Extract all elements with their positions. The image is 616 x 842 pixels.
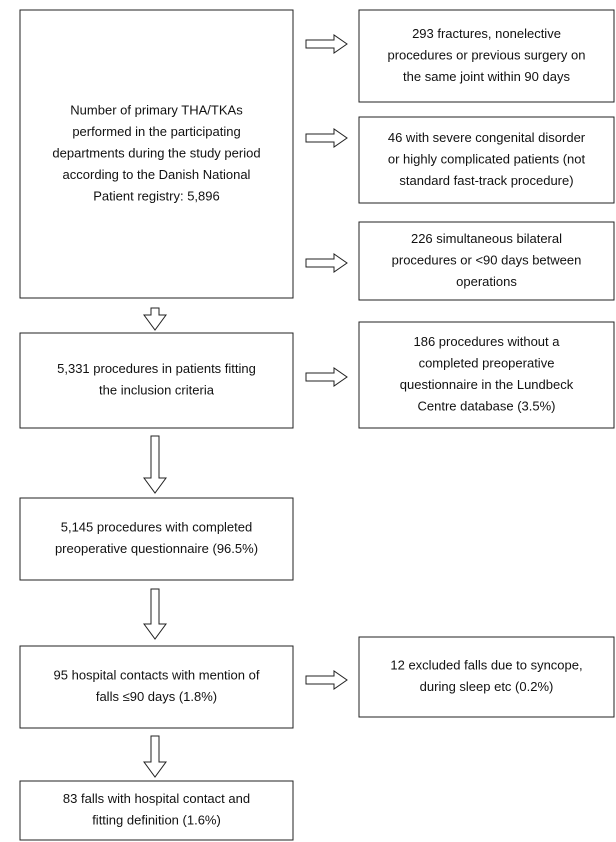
box-text: during sleep etc (0.2%) bbox=[420, 679, 554, 694]
box-text: Centre database (3.5%) bbox=[417, 399, 555, 414]
arrow-down bbox=[143, 588, 167, 640]
box-text: operations bbox=[456, 274, 517, 289]
arrow-down bbox=[143, 735, 167, 778]
box-text: according to the Danish National bbox=[63, 167, 251, 182]
box-text: procedures or previous surgery on bbox=[388, 47, 586, 62]
box-text: 226 simultaneous bilateral bbox=[411, 231, 562, 246]
box-text: or highly complicated patients (not bbox=[388, 151, 586, 166]
box-text: 5,331 procedures in patients fitting bbox=[57, 361, 256, 376]
box-text: procedures or <90 days between bbox=[392, 252, 582, 267]
exclusion-box bbox=[358, 9, 615, 103]
box-text: completed preoperative bbox=[419, 356, 555, 371]
box-text: falls ≤90 days (1.8%) bbox=[96, 689, 217, 704]
exclusion-box bbox=[358, 116, 615, 204]
exclusion-box bbox=[358, 636, 615, 718]
box-text: performed in the participating bbox=[72, 124, 240, 139]
arrow-right bbox=[305, 367, 348, 387]
exclusion-box bbox=[358, 221, 615, 301]
box-text: 95 hospital contacts with mention of bbox=[54, 668, 260, 683]
box-text: fitting definition (1.6%) bbox=[92, 813, 221, 828]
flow-box bbox=[19, 9, 294, 299]
arrow-down bbox=[143, 435, 167, 494]
flow-box bbox=[19, 645, 294, 729]
box-text: Patient registry: 5,896 bbox=[93, 188, 219, 203]
box-text: 5,145 procedures with completed bbox=[61, 520, 253, 535]
arrow-right bbox=[305, 670, 348, 690]
box-text: questionnaire in the Lundbeck bbox=[400, 377, 574, 392]
box-text: the same joint within 90 days bbox=[403, 69, 570, 84]
box-text: 83 falls with hospital contact and bbox=[63, 791, 250, 806]
box-text: departments during the study period bbox=[52, 145, 260, 160]
box-text: preoperative questionnaire (96.5%) bbox=[55, 541, 258, 556]
arrow-down bbox=[143, 307, 167, 331]
box-text: 186 procedures without a bbox=[414, 334, 561, 349]
box-text: 293 fractures, nonelective bbox=[412, 26, 561, 41]
arrow-right bbox=[305, 253, 348, 273]
exclusion-box bbox=[358, 321, 615, 429]
box-text: standard fast-track procedure) bbox=[399, 173, 573, 188]
flow-box bbox=[19, 497, 294, 581]
flow-box bbox=[19, 332, 294, 429]
box-text: the inclusion criteria bbox=[99, 383, 215, 398]
arrow-right bbox=[305, 128, 348, 148]
flow-box bbox=[19, 780, 294, 841]
box-text: 46 with severe congenital disorder bbox=[388, 130, 586, 145]
box-text: Number of primary THA/TKAs bbox=[70, 102, 243, 117]
box-text: 12 excluded falls due to syncope, bbox=[390, 658, 582, 673]
arrow-right bbox=[305, 34, 348, 54]
